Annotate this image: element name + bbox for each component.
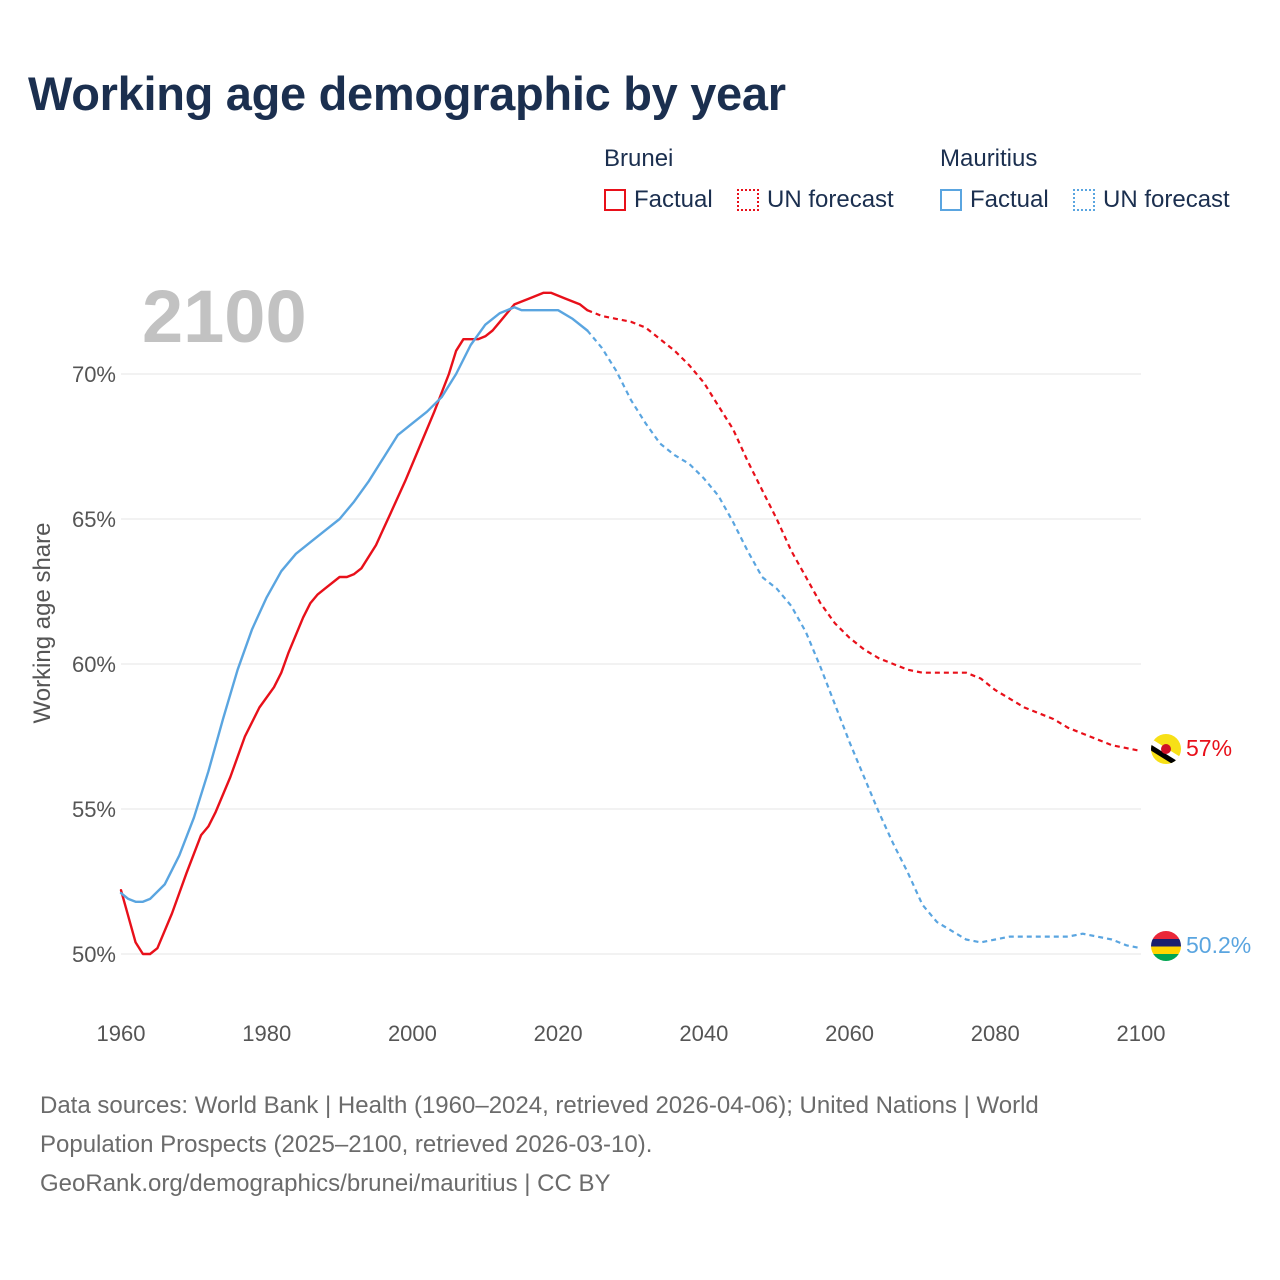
mauritius-end-label: 50.2% (1186, 932, 1251, 958)
legend-mauritius-forecast[interactable]: UN forecast (1073, 186, 1230, 214)
mauritius-flag-icon (1151, 931, 1181, 961)
legend-label: UN forecast (767, 186, 894, 213)
legend-label: Factual (634, 186, 713, 213)
footer-line: Population Prospects (2025–2100, retriev… (40, 1131, 653, 1158)
x-tick-label: 2040 (679, 1021, 728, 1046)
x-tick-label: 2020 (534, 1021, 583, 1046)
footer-link[interactable]: GeoRank.org/demographics/brunei/mauritiu… (40, 1170, 611, 1197)
footer-sources: Data sources: World Bank | Health (1960–… (40, 1086, 1240, 1203)
legend-dotted-swatch (737, 189, 759, 211)
legend-brunei-factual[interactable]: Factual (604, 186, 713, 214)
brunei-flag-icon (1151, 734, 1181, 764)
brunei-factual-line (119, 291, 589, 956)
legend-country-mauritius: Mauritius (940, 145, 1038, 172)
y-tick-label: 70% (72, 362, 116, 387)
current-year-label: 2100 (142, 275, 307, 358)
x-tick-label: 1960 (97, 1021, 146, 1046)
chart-title: Working age demographic by year (28, 67, 786, 120)
x-tick-label: 1980 (242, 1021, 291, 1046)
legend-label: Factual (970, 186, 1049, 213)
legend-brunei-forecast[interactable]: UN forecast (737, 186, 894, 214)
mauritius-factual-line (119, 306, 589, 903)
y-tick-label: 65% (72, 507, 116, 532)
brunei-end-label: 57% (1186, 735, 1232, 761)
x-tick-label: 2100 (1117, 1021, 1166, 1046)
line-chart: 50% 55% 60% 65% 70% 1960 1980 2000 2020 2040 2060… (29, 275, 1251, 1046)
y-tick-label: 55% (72, 797, 116, 822)
x-tick-label: 2080 (971, 1021, 1020, 1046)
y-tick-label: 60% (72, 652, 116, 677)
mauritius-forecast-line (586, 329, 1142, 950)
legend-dotted-swatch (1073, 189, 1095, 211)
legend-label: UN forecast (1103, 186, 1230, 213)
legend-solid-swatch (604, 189, 626, 211)
legend-country-brunei: Brunei (604, 145, 674, 172)
legend-mauritius-factual[interactable]: Factual (940, 186, 1049, 214)
y-tick-label: 50% (72, 942, 116, 967)
x-tick-label: 2060 (825, 1021, 874, 1046)
x-tick-label: 2000 (388, 1021, 437, 1046)
y-axis-label: Working age share (29, 523, 56, 724)
legend-solid-swatch (940, 189, 962, 211)
footer-line: Data sources: World Bank | Health (1960–… (40, 1092, 1039, 1119)
brunei-forecast-line (586, 309, 1142, 753)
